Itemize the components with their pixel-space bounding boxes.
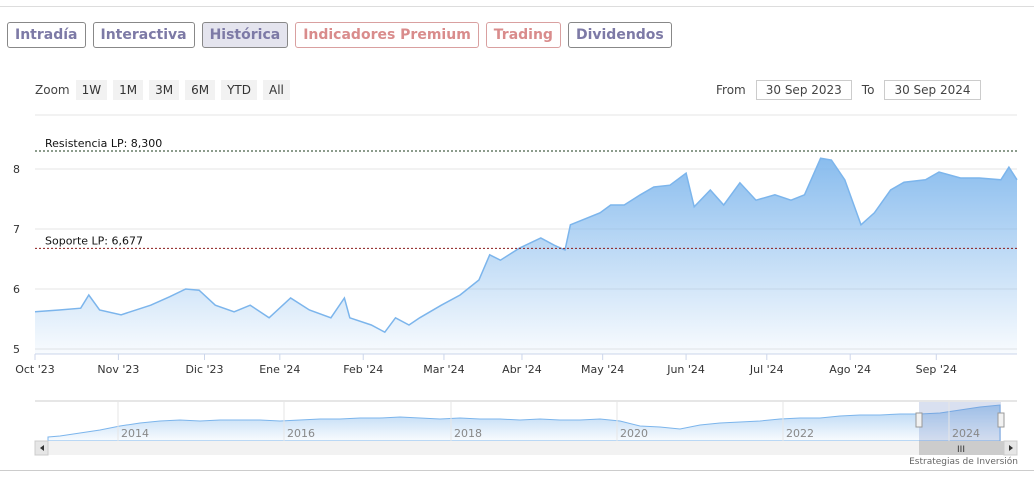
zoom-1m-button[interactable]: 1M — [113, 80, 144, 100]
zoom-label: Zoom — [35, 83, 70, 97]
tab-trading[interactable]: Trading — [485, 22, 561, 48]
y-tick-label: 8 — [13, 163, 20, 176]
bottom-divider — [0, 470, 1034, 471]
price-line — [34, 157, 1018, 334]
navigator-year-label: 2014 — [121, 427, 149, 440]
zoom-ytd-button[interactable]: YTD — [221, 80, 257, 100]
from-date-input[interactable]: 30 Sep 2023 — [755, 80, 852, 100]
to-label: To — [861, 83, 875, 97]
tab-historica[interactable]: Histórica — [201, 22, 289, 48]
navigator-selection[interactable] — [919, 402, 1001, 441]
x-tick-label: Nov '23 — [97, 363, 139, 376]
navigator-year-label: 2018 — [454, 427, 482, 440]
navigator-handle-left[interactable] — [915, 412, 923, 428]
resistance-label: Resistencia LP: 8,300 — [45, 137, 162, 150]
zoom-selector: Zoom 1W 1M 3M 6M YTD All — [35, 80, 290, 100]
navigator-year-label: 2024 — [952, 427, 980, 440]
navigator-handle-right[interactable] — [997, 412, 1005, 428]
zoom-6m-button[interactable]: 6M — [185, 80, 216, 100]
arrow-left-icon — [40, 445, 44, 451]
x-tick-label: Oct '23 — [15, 363, 55, 376]
arrow-right-icon — [1009, 445, 1013, 451]
x-tick-label: Feb '24 — [343, 363, 383, 376]
chart-tabs: Intradía Interactiva Histórica Indicador… — [7, 22, 672, 48]
price-area — [35, 158, 1017, 354]
navigator-year-label: 2020 — [620, 427, 648, 440]
scrollbar-thumb[interactable] — [919, 441, 1004, 455]
to-date-input[interactable]: 30 Sep 2024 — [884, 80, 981, 100]
chart-credit[interactable]: Estrategias de Inversión — [909, 457, 1018, 467]
x-tick-label: Ene '24 — [259, 363, 300, 376]
zoom-all-button[interactable]: All — [263, 80, 290, 100]
y-tick-label: 5 — [13, 343, 20, 356]
support-label: Soporte LP: 6,677 — [45, 234, 143, 247]
y-tick-label: 7 — [13, 223, 20, 236]
grip-icon: III — [957, 445, 965, 455]
x-tick-label: May '24 — [581, 363, 624, 376]
navigator-series — [47, 404, 1001, 442]
x-tick-label: Jun '24 — [666, 363, 705, 376]
date-range: From 30 Sep 2023 To 30 Sep 2024 — [716, 80, 991, 100]
x-tick-label: Abr '24 — [502, 363, 542, 376]
navigator-year-label: 2022 — [786, 427, 814, 440]
from-label: From — [716, 83, 746, 97]
x-tick-label: Ago '24 — [829, 363, 871, 376]
tab-interactiva[interactable]: Interactiva — [92, 22, 195, 48]
zoom-3m-button[interactable]: 3M — [149, 80, 180, 100]
top-divider — [0, 6, 1034, 7]
tab-dividendos[interactable]: Dividendos — [567, 22, 672, 48]
tab-intradia[interactable]: Intradía — [7, 22, 86, 48]
zoom-1w-button[interactable]: 1W — [75, 80, 108, 100]
y-tick-label: 6 — [13, 283, 20, 296]
x-tick-label: Sep '24 — [916, 363, 957, 376]
x-tick-label: Dic '23 — [185, 363, 223, 376]
navigator-year-label: 2016 — [287, 427, 315, 440]
scrollbar-track[interactable] — [35, 441, 1017, 455]
tab-indicadores-premium[interactable]: Indicadores Premium — [295, 22, 479, 48]
x-tick-label: Jul '24 — [749, 363, 784, 376]
x-tick-label: Mar '24 — [423, 363, 464, 376]
